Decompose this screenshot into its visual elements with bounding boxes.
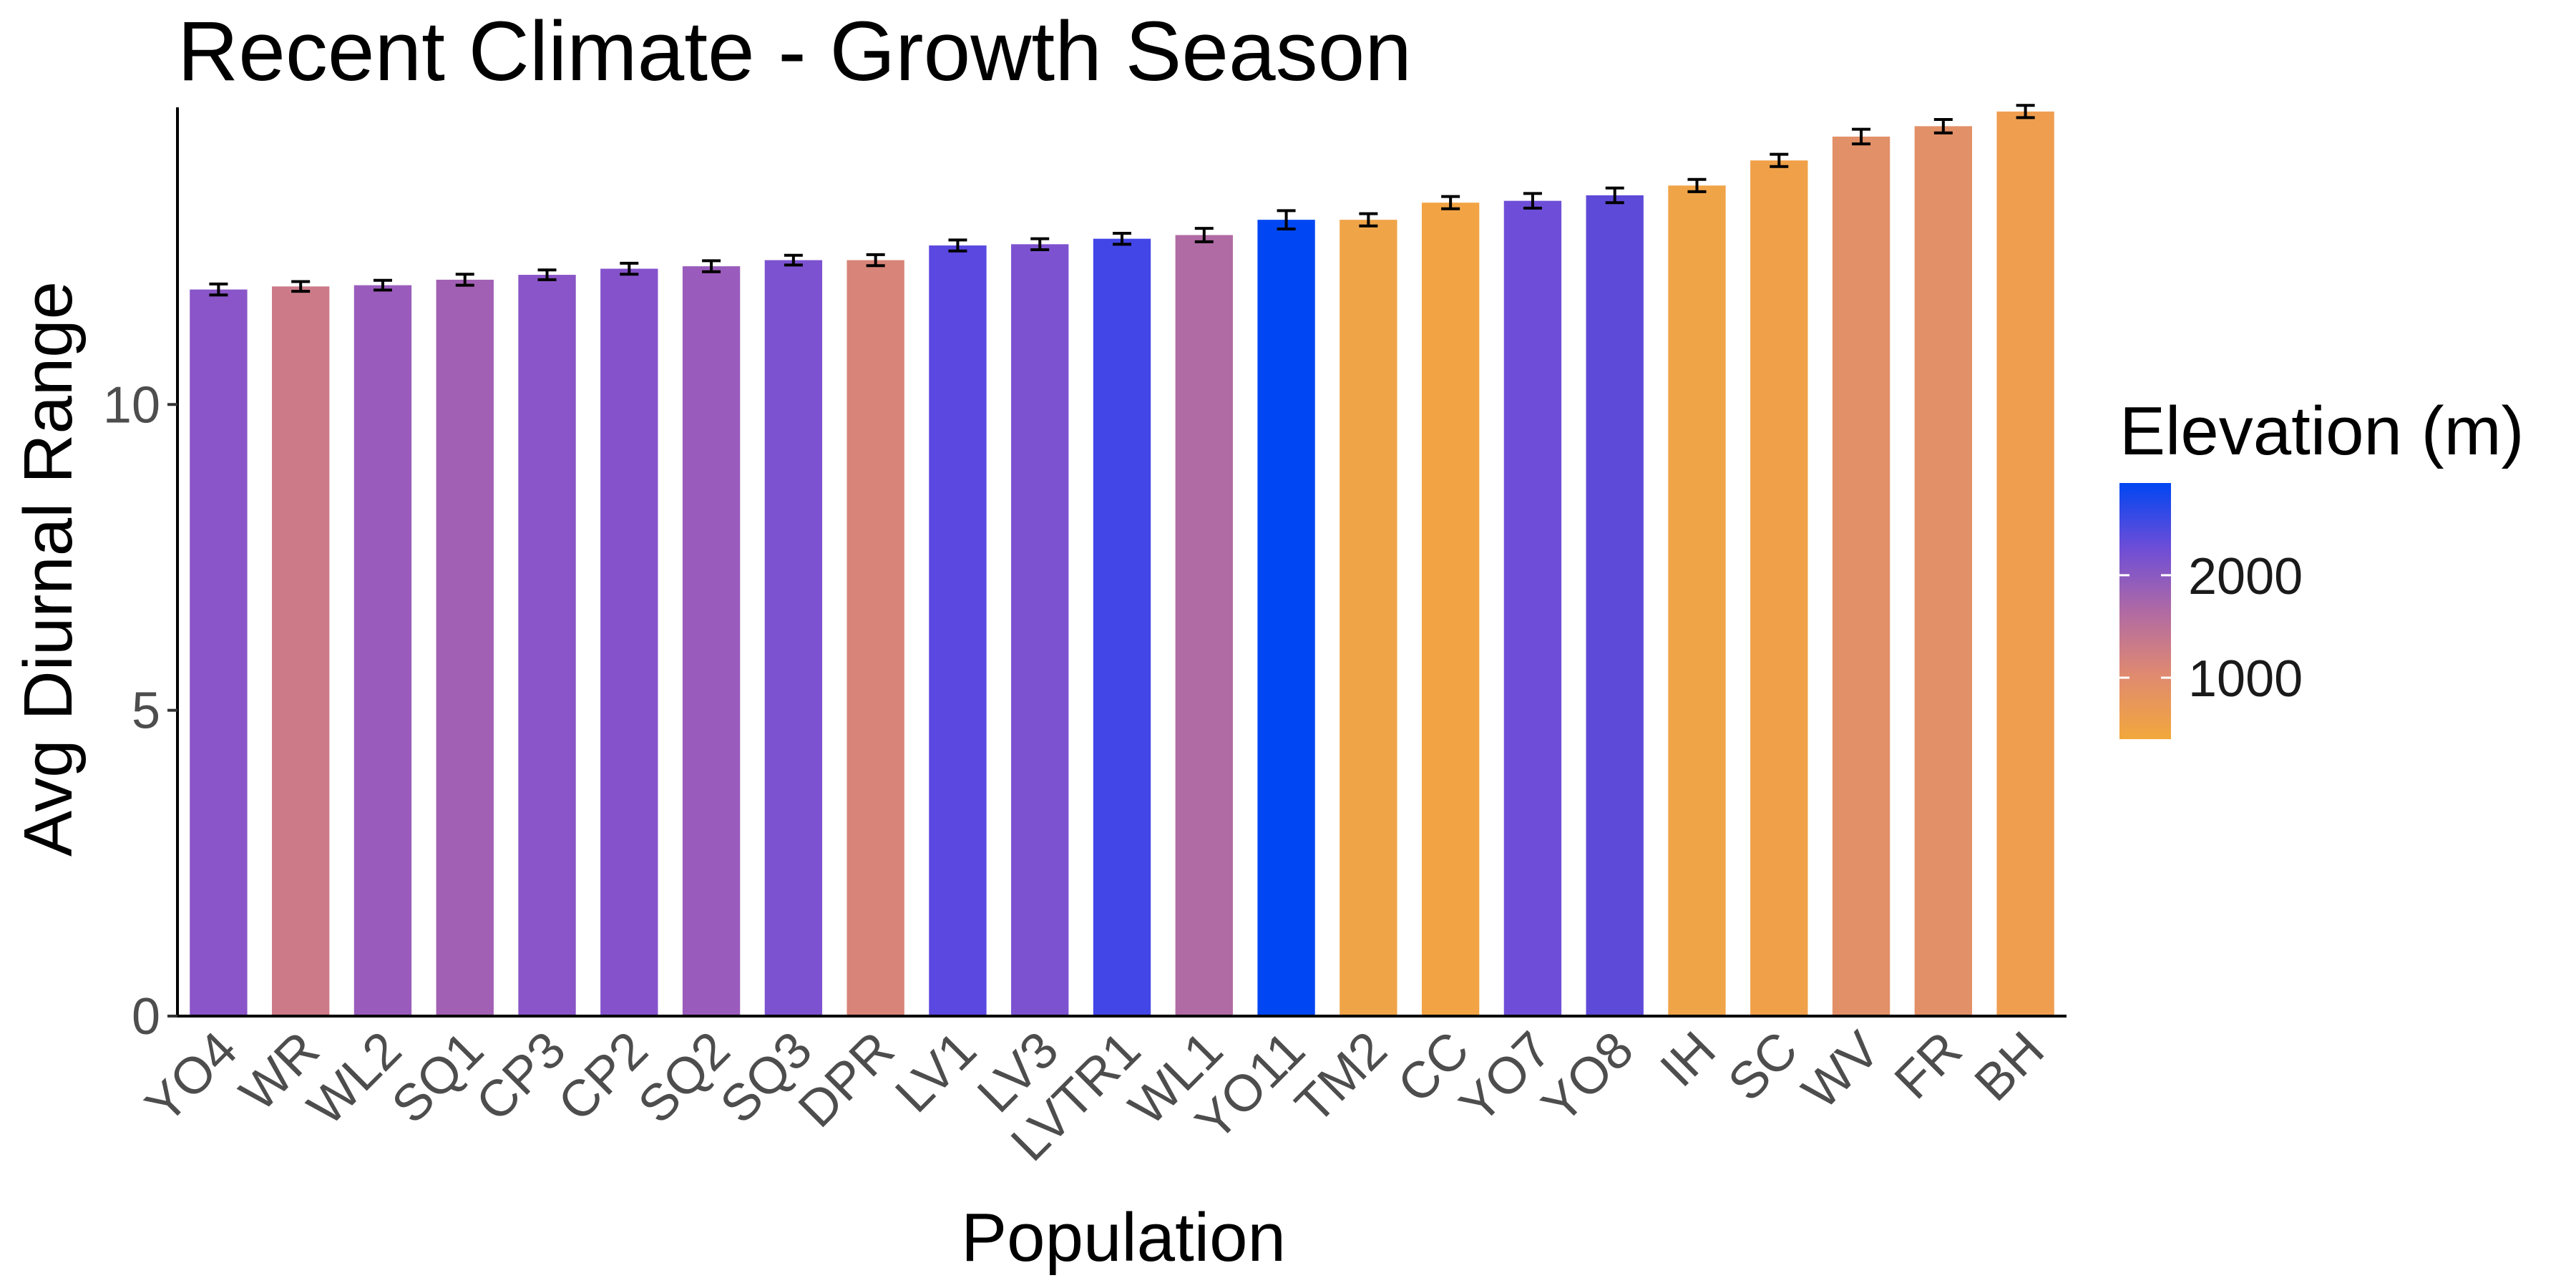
bar-yo4: [190, 289, 248, 1017]
error-bar-yo8: [1605, 186, 1624, 205]
error-bar-sq1: [455, 273, 474, 287]
legend: Elevation (m) 2000 1000: [2119, 393, 2524, 739]
x-axis-title: Population: [961, 1199, 1286, 1276]
error-bar-ih: [1687, 177, 1707, 193]
legend-tick-label-2000: 2000: [2188, 548, 2303, 605]
error-bar-sc: [1770, 152, 1789, 168]
error-bar-dpr: [866, 253, 885, 268]
bar-fr: [1914, 126, 1972, 1016]
bar-bh: [1996, 111, 2054, 1016]
bar-sq1: [436, 279, 494, 1016]
error-bar-yo4: [209, 282, 228, 297]
x-tick-label-wl2: WL2: [297, 1021, 412, 1136]
bar-wl1: [1175, 235, 1233, 1016]
y-tick-label: 10: [103, 376, 160, 434]
bar-dpr: [847, 260, 904, 1016]
bar-lv3: [1011, 244, 1069, 1017]
plot-area: YO4WRWL2SQ1CP3CP2SQ2SQ3DPRLV1LV3LVTR1WL1…: [103, 104, 2067, 1172]
y-axis-title: Avg Diurnal Range: [10, 281, 87, 857]
error-bar-tm2: [1359, 212, 1378, 228]
bar-sq3: [764, 260, 823, 1016]
x-tick-label-cp2: CP2: [547, 1021, 659, 1133]
x-tick-label-tm2: TM2: [1284, 1021, 1397, 1134]
bar-sq2: [682, 266, 741, 1017]
x-tick-label-wv: WV: [1792, 1021, 1891, 1121]
bar-lvtr1: [1093, 238, 1151, 1016]
y-tick-label: 5: [132, 683, 160, 740]
legend-colorbar: [2119, 483, 2171, 739]
x-tick-label-bh: BH: [1964, 1021, 2055, 1112]
error-bar-yo11: [1277, 209, 1296, 230]
error-bar-sq2: [702, 259, 721, 273]
error-bar-lv3: [1030, 237, 1050, 252]
x-tick-label-sq2: SQ2: [628, 1021, 741, 1134]
bar-lv1: [929, 245, 987, 1016]
bar-cp2: [600, 268, 658, 1016]
chart-title: Recent Climate - Growth Season: [177, 4, 1412, 99]
error-bar-cp3: [537, 268, 557, 281]
error-bar-bh: [2016, 104, 2035, 119]
x-tick-label-sc: SC: [1717, 1021, 1808, 1112]
x-tick-label-yo8: YO8: [1531, 1021, 1644, 1134]
error-bar-cc: [1441, 195, 1460, 210]
bar-tm2: [1340, 220, 1397, 1017]
bar-cp3: [518, 275, 576, 1016]
error-bar-wl2: [373, 278, 392, 292]
bar-yo11: [1257, 220, 1315, 1017]
bar-yo8: [1586, 195, 1644, 1017]
bar-cc: [1421, 203, 1480, 1016]
bar-wl2: [353, 285, 412, 1016]
error-bar-sq3: [784, 253, 803, 267]
error-bar-wr: [291, 280, 311, 293]
x-tick-label-fr: FR: [1884, 1021, 1973, 1110]
x-tick-label-yo7: YO7: [1449, 1021, 1562, 1134]
x-tick-label-ih: IH: [1649, 1021, 1726, 1098]
error-bar-yo7: [1523, 192, 1542, 210]
bar-yo7: [1503, 200, 1562, 1016]
x-tick-label-sq3: SQ3: [710, 1021, 823, 1134]
bar-wr: [272, 286, 330, 1016]
legend-tick-label-1000: 1000: [2188, 650, 2303, 708]
bar-sc: [1750, 160, 1808, 1016]
bar-ih: [1668, 185, 1726, 1016]
y-tick-label: 0: [132, 988, 160, 1045]
legend-title: Elevation (m): [2119, 393, 2524, 469]
error-bar-lv1: [948, 238, 967, 253]
x-tick-label-sq1: SQ1: [381, 1021, 494, 1134]
error-bar-fr: [1933, 117, 1953, 135]
error-bar-lvtr1: [1113, 231, 1131, 246]
bar-wv: [1832, 136, 1890, 1016]
x-tick-label-cp3: CP3: [465, 1021, 577, 1133]
error-bar-wl1: [1194, 227, 1214, 243]
error-bar-wv: [1852, 127, 1871, 146]
error-bar-cp2: [620, 261, 639, 276]
x-tick-label-lv1: LV1: [884, 1021, 987, 1123]
